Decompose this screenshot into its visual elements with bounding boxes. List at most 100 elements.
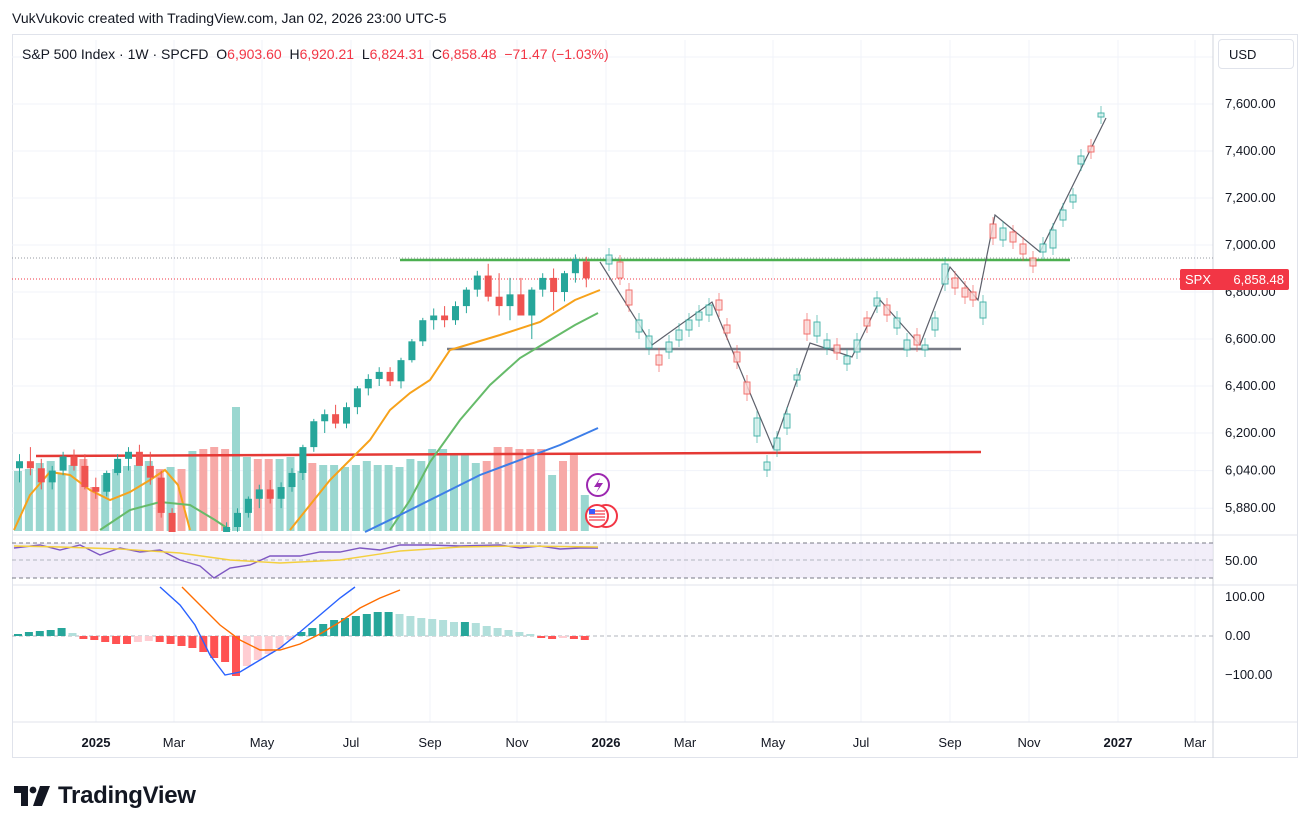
volume-bar — [144, 461, 153, 531]
macd-histogram-bar — [373, 612, 382, 636]
macd-histogram-bar — [428, 619, 437, 636]
projected-candle — [715, 293, 723, 317]
macd-histogram-bar — [275, 636, 284, 648]
macd-histogram-bar — [580, 636, 589, 640]
candle-body — [16, 461, 23, 469]
projected-body — [625, 289, 633, 306]
candle — [125, 447, 132, 471]
time-tick-label: Mar — [1184, 735, 1207, 750]
macd-histogram-bar — [406, 616, 415, 636]
symbol-label[interactable]: S&P 500 Index · 1W · SPCFD — [22, 46, 209, 62]
volume-bar — [112, 469, 121, 531]
projected-candle — [655, 348, 663, 372]
projected-candle — [1029, 251, 1037, 273]
projected-body — [883, 304, 891, 316]
candle — [321, 409, 329, 433]
price-badge-value: 6,858.48 — [1233, 272, 1284, 287]
projected-body — [635, 319, 643, 333]
macd-histogram-bar — [101, 636, 110, 642]
candle-body — [114, 458, 122, 473]
macd-histogram-bar — [123, 636, 131, 644]
candle — [343, 402, 350, 429]
volume-bar — [580, 495, 589, 531]
projected-candle — [705, 298, 713, 322]
macd-histogram-bar — [253, 636, 262, 660]
candle — [550, 268, 558, 311]
macd-histogram-bar — [569, 636, 578, 639]
macd-histogram-bar — [177, 636, 186, 646]
candle — [397, 357, 405, 389]
ma-medium-2 — [389, 312, 599, 531]
projected-body — [813, 321, 821, 337]
candle-body — [288, 472, 296, 488]
projected-body — [1009, 231, 1017, 243]
volume-bar — [319, 465, 328, 531]
candle — [441, 306, 449, 328]
projected-body — [989, 223, 997, 239]
volume-bar — [559, 461, 567, 531]
candle-body — [528, 289, 536, 316]
projected-body — [873, 297, 881, 307]
projected-body — [1087, 145, 1095, 153]
high-label: H — [289, 46, 300, 62]
volume-bars — [14, 407, 589, 531]
projected-body — [753, 417, 761, 437]
time-tick-label: 2025 — [82, 735, 111, 750]
projected-body — [783, 413, 791, 429]
projected-candle — [843, 349, 851, 371]
candle — [114, 454, 122, 476]
macd-tick-label: 0.00 — [1225, 628, 1250, 643]
low-label: L — [361, 46, 370, 62]
projected-candle — [773, 431, 781, 457]
volume-bar — [460, 453, 469, 531]
projected-candle — [823, 333, 831, 355]
ma-medium — [99, 500, 231, 531]
projected-body — [803, 319, 811, 335]
candle — [506, 277, 514, 321]
candle-body — [571, 259, 579, 274]
candle-body — [343, 407, 350, 424]
tradingview-logo-icon — [14, 786, 50, 806]
candle — [571, 254, 579, 283]
candle-body — [397, 360, 405, 382]
macd-histogram-bar — [57, 628, 66, 636]
candle-body — [506, 294, 514, 307]
volume-bar — [417, 461, 426, 531]
projected-candle — [883, 298, 891, 322]
candle — [353, 386, 361, 415]
macd-histogram-bar — [155, 636, 164, 642]
candle — [26, 447, 34, 476]
volume-bar — [406, 459, 415, 531]
candle — [430, 308, 438, 330]
currency-button[interactable]: USD — [1218, 39, 1294, 69]
projected-candle — [961, 281, 969, 304]
macd-histogram-bar — [68, 633, 77, 636]
projected-body — [853, 339, 861, 353]
projected-body — [913, 334, 921, 346]
macd-signal-line — [181, 586, 401, 651]
candle-body — [59, 456, 67, 471]
projected-candle — [833, 338, 841, 360]
volume-bar — [569, 455, 578, 531]
projected-candle — [803, 313, 811, 341]
projected-body — [863, 317, 871, 327]
projected-candle — [1059, 203, 1067, 227]
volume-bar — [450, 455, 458, 531]
candle-body — [484, 275, 492, 297]
candle-body — [37, 468, 45, 483]
projected-body — [645, 335, 653, 349]
projected-body — [616, 261, 624, 279]
candle — [299, 444, 307, 480]
projected-body — [1077, 155, 1085, 165]
candle — [386, 367, 394, 386]
projected-body — [1029, 257, 1037, 267]
projected-body — [931, 317, 939, 331]
candle — [419, 317, 427, 347]
macd-histogram-bar — [515, 632, 524, 636]
tradingview-logo[interactable]: TradingView — [14, 782, 196, 810]
volume-bar — [384, 465, 393, 531]
candle — [484, 263, 492, 302]
grid-lines — [12, 34, 1297, 758]
time-axis: 2025 Mar May Jul Sep Nov 2026 Mar May Jul Sep Nov 20… — [82, 735, 1207, 750]
